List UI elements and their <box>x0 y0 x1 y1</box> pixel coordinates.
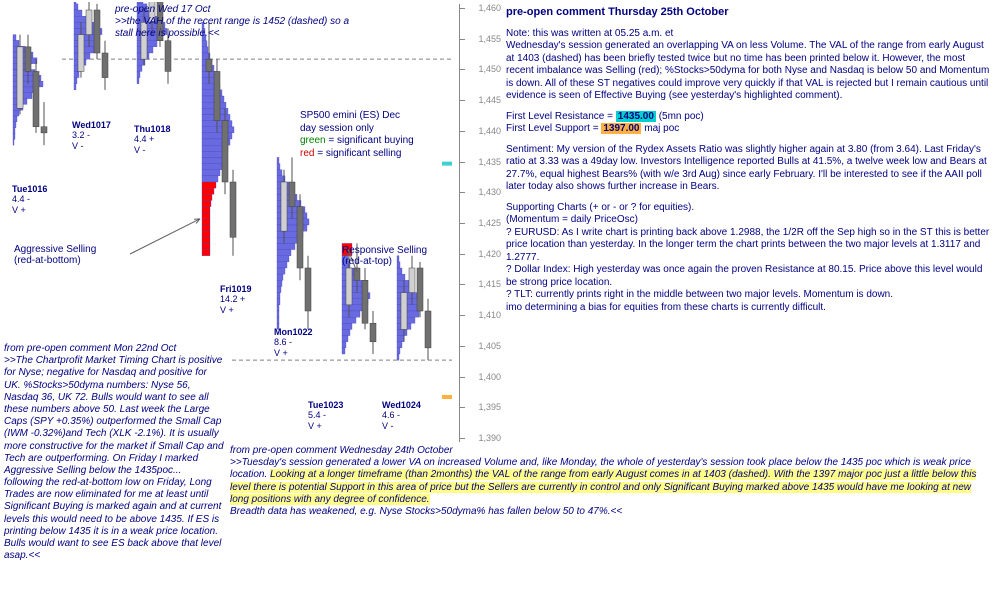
page-title: pre-open comment Thursday 25th October <box>506 6 994 20</box>
ytick-mark <box>459 284 465 285</box>
legend-red: red <box>300 148 314 159</box>
ytick-label: 1,430 <box>478 187 501 197</box>
ytick-label: 1,415 <box>478 279 501 289</box>
ytick-label: 1,425 <box>478 218 501 228</box>
agg-l2: (red-at-bottom) <box>14 255 81 266</box>
day-label-Wed1024: Wed10244.6 -V - <box>382 400 421 431</box>
ytick-label: 1,410 <box>478 310 501 320</box>
day-label-Fri1019: Fri101914.2 +V + <box>220 284 252 315</box>
sc-tlt: ? TLT: currently prints right in the mid… <box>506 289 893 300</box>
legend-l1: SP500 emini (ES) Dec <box>300 110 400 121</box>
sup-val: 1397.00 <box>601 123 641 134</box>
day-label-Wed1017: Wed10173.2 -V - <box>72 120 111 151</box>
legend-l2: day session only <box>300 123 374 134</box>
res-val: 1435.00 <box>616 111 656 122</box>
legend-green: green <box>300 135 326 146</box>
top-note: pre-open Wed 17 Oct >>the VAH of the rec… <box>115 4 365 39</box>
bot-head: from pre-open comment Wednesday 24th Oct… <box>230 445 453 456</box>
ytick-mark <box>459 100 465 101</box>
resp-l2: (red-at-top) <box>342 256 392 267</box>
supporting-charts: Supporting Charts (+ or - or ? for equit… <box>506 202 994 315</box>
ytick-mark <box>459 315 465 316</box>
ytick-mark <box>459 8 465 9</box>
sc-dxy: ? Dollar Index: High yesterday was once … <box>506 264 982 288</box>
left-body2: following the red-at-bottom low on Frida… <box>4 477 221 561</box>
day-label-Tue1023: Tue10235.4 -V + <box>308 400 343 431</box>
resp-l1: Responsive Selling <box>342 245 427 256</box>
left-head: from pre-open comment Mon 22nd Oct <box>4 343 176 354</box>
ytick-mark <box>459 438 465 439</box>
top-note-l2: >>the VAH of the recent range is 1452 (d… <box>115 16 349 39</box>
day-label-Tue1016: Tue10164.4 -V + <box>12 184 47 215</box>
right-p1: Note: this was written at 05.25 a.m. et <box>506 28 673 39</box>
ytick-mark <box>459 377 465 378</box>
ytick-label: 1,445 <box>478 95 501 105</box>
right-p1b: Wednesday's session generated an overlap… <box>506 40 989 101</box>
ytick-mark <box>459 407 465 408</box>
sc-eur: ? EURUSD: As I write chart is printing b… <box>506 227 989 263</box>
res-suffix: (5mn poc) <box>656 111 704 122</box>
ytick-mark <box>459 192 465 193</box>
right-commentary: pre-open comment Thursday 25th October N… <box>506 6 994 322</box>
ytick-label: 1,400 <box>478 372 501 382</box>
day-label-Mon1022: Mon10228.6 -V + <box>274 327 313 358</box>
day-label-Thu1018: Thu10184.4 +V - <box>134 124 171 155</box>
top-note-l1: pre-open Wed 17 Oct <box>115 4 210 15</box>
ytick-label: 1,390 <box>478 433 501 443</box>
ytick-mark <box>459 223 465 224</box>
legend-l4b: = significant selling <box>314 148 401 159</box>
right-note-block: Note: this was written at 05.25 a.m. et … <box>506 28 994 103</box>
ytick-label: 1,440 <box>478 126 501 136</box>
sentiment: Sentiment: My version of the Rydex Asset… <box>506 144 994 194</box>
y-axis: 1,390 1,395 1,400 1,405 1,410 1,415 1,420 1,425… <box>459 0 501 442</box>
responsive-selling-label: Responsive Selling (red-at-top) <box>342 245 427 267</box>
chart-legend: SP500 emini (ES) Dec day session only gr… <box>300 110 465 160</box>
ytick-label: 1,455 <box>478 34 501 44</box>
ytick-label: 1,435 <box>478 157 501 167</box>
legend-l3b: = significant buying <box>326 135 414 146</box>
aggressive-selling-label: Aggressive Selling (red-at-bottom) <box>14 244 96 266</box>
bottom-commentary: from pre-open comment Wednesday 24th Oct… <box>230 445 990 518</box>
levels-block: First Level Resistance = 1435.00 (5mn po… <box>506 111 994 136</box>
ytick-label: 1,395 <box>478 402 501 412</box>
sup-label: First Level Support = <box>506 123 601 134</box>
left-body: >>The Chartprofit Market Timing Chart is… <box>4 355 224 476</box>
res-label: First Level Resistance = <box>506 111 616 122</box>
sc-imo: imo determining a bias for equities from… <box>506 302 826 313</box>
bot-hl: Looking at a longer timeframe (than 2mon… <box>230 469 976 504</box>
ytick-label: 1,420 <box>478 249 501 259</box>
ytick-label: 1,460 <box>478 3 501 13</box>
agg-l1: Aggressive Selling <box>14 244 96 255</box>
sup-suffix: maj poc <box>641 123 679 134</box>
ytick-mark <box>459 131 465 132</box>
left-commentary: from pre-open comment Mon 22nd Oct >>The… <box>4 343 224 562</box>
sc-head: Supporting Charts (+ or - or ? for equit… <box>506 202 694 213</box>
ytick-label: 1,450 <box>478 64 501 74</box>
ytick-mark <box>459 69 465 70</box>
ytick-mark <box>459 162 465 163</box>
ytick-label: 1,405 <box>478 341 501 351</box>
bot-post: Breadth data has weakened, e.g. Nyse Sto… <box>230 506 622 517</box>
sc-mom: (Momentum = daily PriceOsc) <box>506 214 638 225</box>
ytick-mark <box>459 254 465 255</box>
ytick-mark <box>459 346 465 347</box>
ytick-mark <box>459 39 465 40</box>
